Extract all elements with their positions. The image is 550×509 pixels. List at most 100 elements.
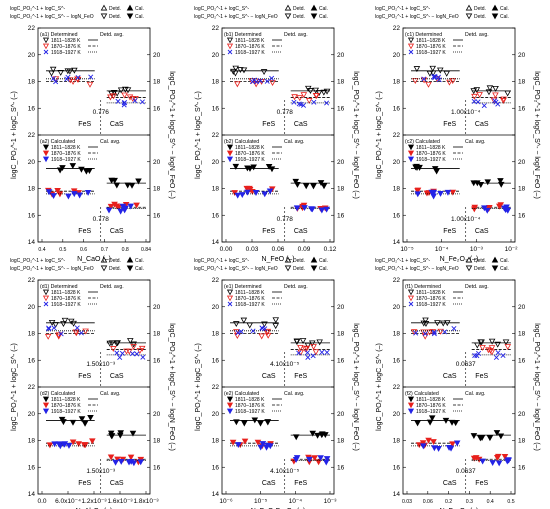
data-point [425,81,432,88]
data-point [296,101,302,107]
threshold-label: 4.10x10⁻⁵ [270,361,300,368]
avg-label: Cal. avg. [100,139,120,145]
phase-right: CaS [110,480,124,487]
legend-detd: Detd. [474,258,486,264]
phase-right: FeS [294,480,307,487]
data-point [425,437,432,444]
data-point [300,92,308,99]
phase-right: FeS [294,373,307,380]
series-name: 1870–1876 K [51,296,81,302]
threshold-label: 1.00x10⁻⁴ [451,216,481,223]
data-point [318,207,326,214]
data-point [500,98,507,104]
data-point [128,182,136,189]
data-point [84,189,92,196]
ytick-right: 16 [337,212,345,219]
data-point [437,190,444,197]
data-point [112,459,119,466]
data-point [239,192,246,199]
xtick-label: 1.2x10⁻³ [81,498,107,505]
data-point [497,181,505,188]
data-point [67,318,75,325]
data-point [488,338,496,345]
data-point [314,432,321,439]
data-point [48,320,56,326]
xtick-label: 10⁻⁴ [289,498,303,505]
data-point [488,345,496,352]
data-point [121,92,128,99]
data-point [495,350,501,356]
legend-marker [226,144,234,151]
xlabel: N_FeO (–) [261,256,294,263]
series-name: 1811–1828 K [416,145,446,151]
legend-detd2: Detd. [109,266,121,272]
ytick-right: 20 [153,52,161,59]
data-point [481,103,487,109]
ytick-left: 16 [393,357,401,364]
data-point [57,443,64,450]
xtick-label: 0.06 [423,499,433,505]
data-point [324,100,330,106]
ytick-right: 20 [337,52,345,59]
legend-detd-up [284,256,292,263]
legend-marker [42,408,50,415]
ytick-right: 20 [518,411,526,418]
ylabel-right: logC_PO₂^-1 + logC_S^- − logN_FeO (–) [352,71,359,199]
xtick-label: 0.7 [101,247,108,253]
phase-left: FeS [78,480,91,487]
data-point [413,330,419,336]
data-point [108,340,116,347]
data-point [122,100,128,106]
ytick-left: 18 [212,79,220,86]
legend-marker [226,295,234,302]
data-point [105,207,113,214]
data-point [246,185,253,192]
xtick-label: 10⁻³ [324,498,338,505]
data-point [136,348,144,354]
data-point [70,191,78,198]
data-point [137,459,144,466]
data-point [442,329,448,335]
data-point [501,454,509,460]
data-point [134,351,140,357]
data-point [69,163,77,170]
data-point [75,441,82,448]
legend-marker [43,49,49,55]
ylabel-right: logC_PO₂^-1 + logC_S^- − logN_FeO (–) [168,323,175,451]
data-point [129,351,136,357]
legend-cal-down [491,265,499,272]
data-point [50,193,57,200]
data-point [235,330,241,336]
data-point [443,70,450,77]
ytick-left: 20 [28,304,36,311]
data-point [257,420,264,427]
data-point [307,88,314,94]
data-point [478,435,486,442]
data-point [422,331,428,337]
ytick-right: 16 [518,357,526,364]
data-point [71,67,78,74]
xtick-label: 10⁻⁵ [254,498,268,505]
series-name: 1918–1927 K [235,409,265,415]
ytick-right: 20 [153,411,161,418]
avg-label: Detd. avg. [465,32,489,38]
legend-detd: Detd. [293,258,305,264]
data-point [429,65,437,72]
ytick-right: 20 [153,304,161,311]
phase-left: FeS [78,228,91,235]
avg-label: Cal. avg. [100,391,120,397]
data-point [493,355,499,361]
series-name: 1918–1927 K [416,50,446,56]
data-point [52,322,59,328]
data-point [48,70,55,77]
data-point [250,328,256,334]
data-point [89,438,96,445]
subplot-determined: (a1) Determined Detd. avg. 1811–1828 K1870… [40,32,146,135]
data-point [264,78,270,84]
phase-right: CaS [110,121,124,128]
data-point [65,193,72,200]
data-point [269,80,276,86]
xtick-label: 10⁻³ [470,246,484,253]
data-point [299,338,307,345]
ytick-left: 18 [212,438,220,445]
